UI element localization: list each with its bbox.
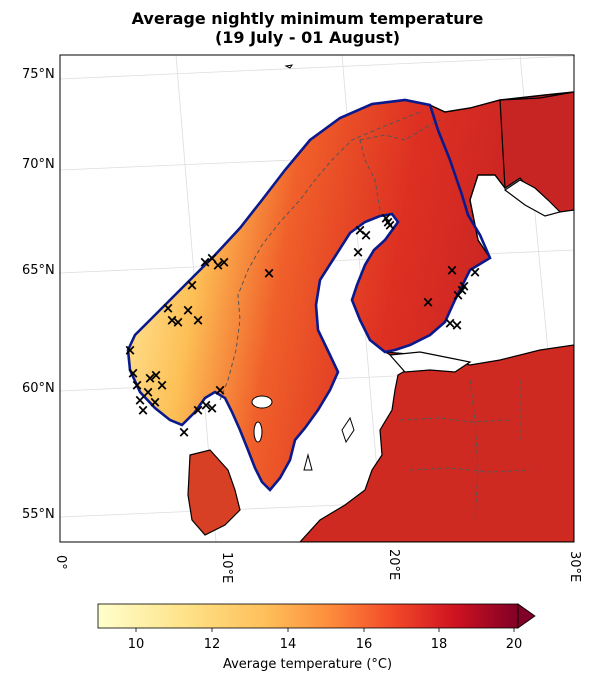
jan-mayen-islet: [284, 64, 294, 69]
colorbar-tick-10: 10: [127, 637, 145, 652]
colorbar-ticks: [135, 628, 515, 632]
station-marker: ×: [360, 226, 373, 244]
baltic-land: [299, 344, 574, 542]
lat-label-60: 60°N: [22, 381, 55, 396]
station-marker: ×: [156, 376, 169, 394]
map-frame: [59, 54, 575, 543]
station-marker: ×: [137, 401, 150, 419]
station-marker: ×: [206, 249, 219, 267]
gotland: [341, 416, 355, 444]
colorbar-tick-16: 16: [355, 637, 373, 652]
station-marker: ×: [162, 299, 175, 317]
station-marker: ×: [352, 243, 365, 261]
station-marker: ×: [166, 311, 179, 329]
station-marker: ×: [131, 376, 144, 394]
station-marker: ×: [384, 216, 397, 234]
station-marker: ×: [199, 253, 212, 271]
lake-vattern: [253, 421, 263, 443]
station-marker: ×: [192, 401, 205, 419]
station-marker: ×: [200, 396, 213, 414]
station-marker: ×: [451, 316, 464, 334]
border-sweden-finland: [359, 139, 381, 211]
station-marker: ×: [206, 399, 219, 417]
lake-vanern: [251, 395, 273, 409]
oland: [303, 453, 313, 471]
denmark-land: [187, 449, 241, 536]
station-marker: ×: [142, 383, 155, 401]
station-marker: ×: [452, 286, 465, 304]
station-marker: ×: [469, 263, 482, 281]
station-marker: ×: [263, 264, 276, 282]
colorbar-tick-14: 14: [279, 637, 297, 652]
gulf-of-finland: [388, 351, 472, 373]
map-title-line2: (19 July - 01 August): [214, 28, 401, 47]
station-marker: ×: [186, 276, 199, 294]
station-marker: ×: [182, 301, 195, 319]
colorbar-label: Average temperature (°C): [222, 657, 393, 672]
station-marker: ×: [178, 423, 191, 441]
station-marker: ×: [212, 256, 225, 274]
border-norway-sweden: [219, 111, 421, 401]
station-marker: ×: [144, 369, 157, 387]
colorbar-tick-12: 12: [203, 637, 221, 652]
station-marker: ×: [149, 393, 162, 411]
station-marker: ×: [192, 311, 205, 329]
white-sea: [503, 179, 562, 217]
station-marker: ×: [214, 381, 227, 399]
station-marker: ×: [422, 293, 435, 311]
station-marker: ×: [444, 314, 457, 332]
station-marker: ×: [382, 213, 395, 231]
station-markers: ××××××××××××××××××× ×××××××××××××××××××××: [124, 209, 482, 441]
station-marker: ×: [127, 364, 140, 382]
lat-label-65: 65°N: [22, 263, 55, 278]
lat-label-55: 55°N: [22, 507, 55, 522]
station-marker: ×: [218, 253, 231, 271]
station-marker: ×: [380, 209, 393, 227]
station-marker: ×: [124, 341, 137, 359]
lat-label-70: 70°N: [22, 157, 55, 172]
colorbar-tick-18: 18: [430, 637, 448, 652]
colorbar-extend-arrow: [517, 603, 536, 629]
station-marker: ×: [354, 221, 367, 239]
station-marker: ×: [458, 277, 471, 295]
station-marker: ×: [150, 366, 163, 384]
station-marker: ×: [134, 391, 147, 409]
border-finland-norway: [359, 119, 441, 141]
station-marker: ×: [456, 281, 469, 299]
map-area: ××××××××××××××××××× ×××××××××××××××××××××: [60, 55, 574, 542]
lat-label-75: 75°N: [22, 67, 55, 82]
map-title-line1: Average nightly minimum temperature: [131, 9, 484, 28]
station-marker: ×: [172, 313, 185, 331]
study-region-outline: [126, 98, 492, 492]
colorbar-tick-20: 20: [505, 637, 523, 652]
colorbar: [97, 603, 519, 629]
station-marker: ×: [446, 261, 459, 279]
